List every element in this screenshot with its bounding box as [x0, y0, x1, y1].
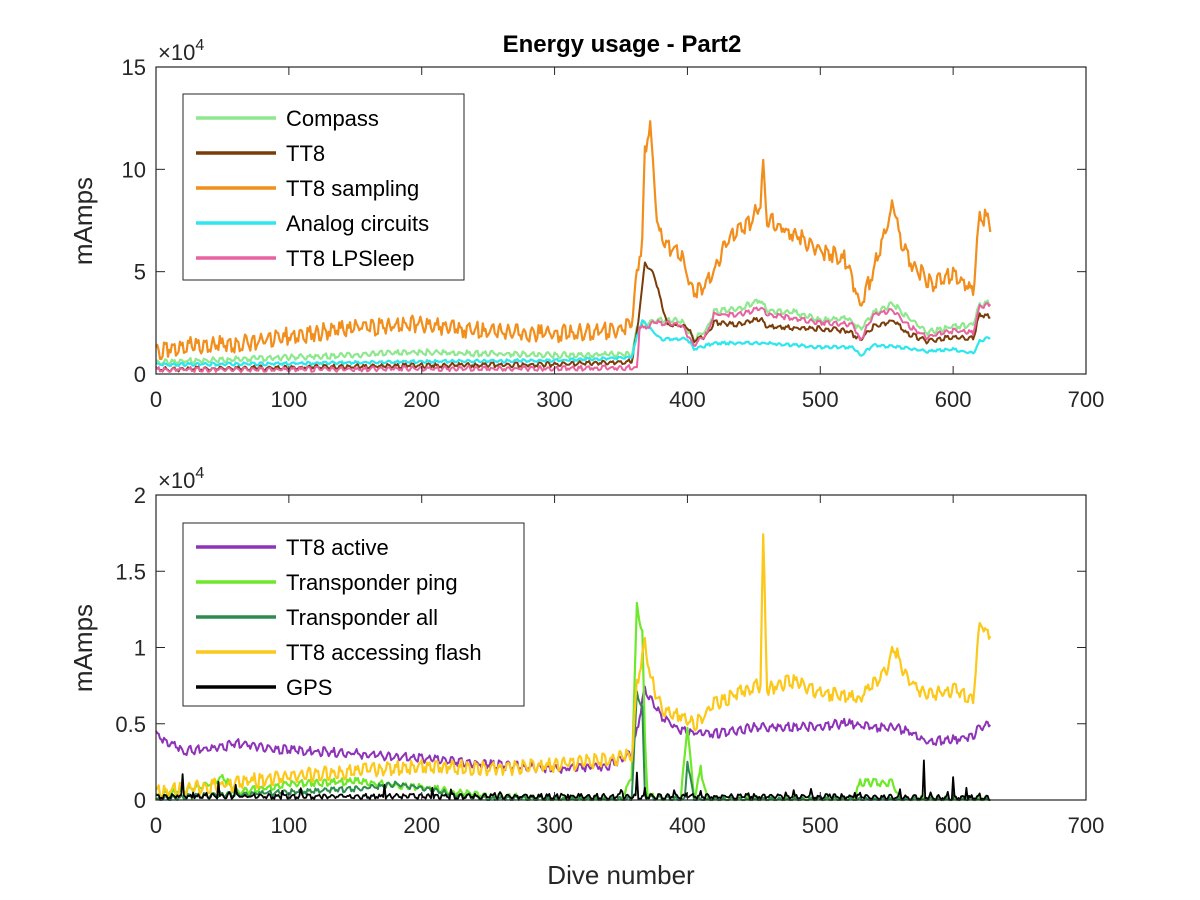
top-axes-box — [155, 66, 1087, 375]
bottom-series-group — [155, 533, 992, 802]
top-x-tick-label: 0 — [150, 387, 162, 412]
top-legend-label: TT8 sampling — [286, 176, 419, 201]
top-x-tick-label: 700 — [1068, 387, 1105, 412]
top-legend-label: TT8 LPSleep — [286, 246, 414, 271]
bottom-y-tick-label: 1.5 — [115, 559, 146, 584]
bottom-y-tick-label: 2 — [134, 483, 146, 508]
bottom-legend: TT8 active Transponder ping Transponder al… — [182, 522, 525, 707]
top-y-axis-label: mAmps — [68, 177, 98, 265]
top-x-tick-label: 600 — [935, 387, 972, 412]
top-x-tick-label: 500 — [802, 387, 839, 412]
top-subplot: Energy usage - Part2 0 100 200 300 400 500 600… — [68, 31, 1104, 412]
top-x-tick-label: 300 — [536, 387, 573, 412]
top-y-tick-label: 5 — [134, 260, 146, 285]
bottom-x-tick-label: 100 — [270, 813, 307, 838]
top-y-tick-label: 0 — [134, 362, 146, 387]
top-ticks: 0 100 200 300 400 500 600 700 0 5 10 15 — [122, 55, 1105, 412]
bottom-x-tick-label: 700 — [1068, 813, 1105, 838]
top-legend-label: Compass — [286, 106, 379, 131]
top-y-tick-label: 15 — [122, 55, 146, 80]
top-series-analog-circuits — [155, 319, 991, 367]
chart-title: Energy usage - Part2 — [503, 31, 742, 58]
bottom-legend-label: TT8 active — [286, 535, 389, 560]
top-series-tt8-lpsleep — [155, 302, 992, 373]
top-series-compass — [155, 298, 991, 366]
bottom-y-tick-label: 0.5 — [115, 712, 146, 737]
top-x-tick-label: 400 — [669, 387, 706, 412]
bottom-legend-label: Transponder all — [286, 605, 438, 630]
bottom-x-tick-label: 500 — [802, 813, 839, 838]
top-exponent-multiplier: ×104 — [158, 37, 204, 65]
x-axis-label: Dive number — [547, 860, 695, 890]
top-legend-label: Analog circuits — [286, 211, 429, 236]
bottom-series-gps — [155, 759, 991, 801]
bottom-subplot: 0 100 200 300 400 500 600 700 0 0.5 1 1.5 2 ×104 mAm… — [68, 465, 1104, 890]
bottom-legend-box — [182, 522, 525, 707]
bottom-ticks: 0 100 200 300 400 500 600 700 0 0.5 1 1.5 2 — [115, 483, 1104, 838]
bottom-y-tick-label: 0 — [134, 788, 146, 813]
bottom-x-tick-label: 600 — [935, 813, 972, 838]
bottom-x-tick-label: 300 — [536, 813, 573, 838]
top-legend-label: TT8 — [286, 141, 325, 166]
bottom-legend-label: TT8 accessing flash — [286, 640, 482, 665]
bottom-x-tick-label: 0 — [150, 813, 162, 838]
bottom-series-transponder-all — [155, 690, 991, 801]
top-legend: Compass TT8 TT8 sampling Analog circuits TT8… — [182, 93, 465, 281]
top-series-tt8-sampling — [155, 120, 992, 361]
top-x-tick-label: 100 — [270, 387, 307, 412]
bottom-x-tick-label: 200 — [403, 813, 440, 838]
bottom-y-axis-label: mAmps — [68, 604, 98, 692]
top-series-group — [155, 120, 992, 373]
bottom-series-tt8-accessing-flash — [155, 533, 992, 800]
bottom-legend-label: Transponder ping — [286, 570, 458, 595]
bottom-exponent-multiplier: ×104 — [158, 465, 204, 493]
bottom-x-tick-label: 400 — [669, 813, 706, 838]
bottom-y-tick-label: 1 — [134, 636, 146, 661]
bottom-legend-label: GPS — [286, 675, 332, 700]
top-y-tick-label: 10 — [122, 157, 146, 182]
top-x-tick-label: 200 — [403, 387, 440, 412]
